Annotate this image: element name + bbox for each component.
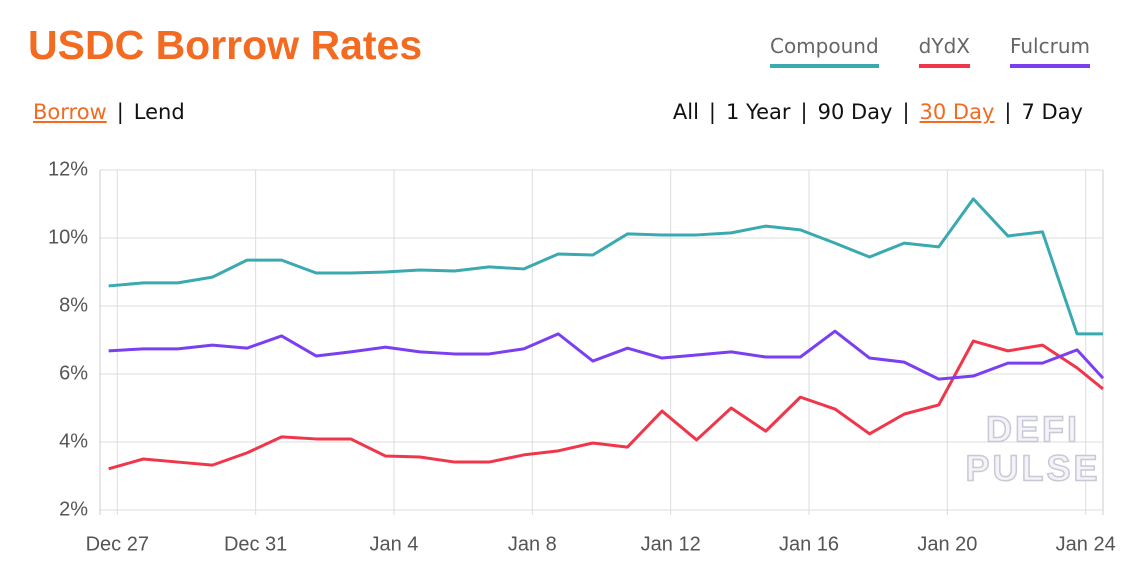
x-tick-label: Jan 24 [1056,533,1116,555]
legend-entry[interactable]: Compound [769,34,879,68]
x-tick-label: Dec 27 [86,533,149,555]
x-tick-label: Jan 12 [641,533,701,555]
x-tick-label: Jan 8 [508,533,557,555]
y-tick-label: 6% [59,362,88,384]
legend-entry[interactable]: Fulcrum [1009,34,1090,68]
watermark: PULSE [965,448,1100,489]
tab[interactable]: Borrow [33,100,107,124]
y-tick-label: 8% [59,294,88,316]
tab[interactable]: 90 Day [817,100,893,124]
chart-title: USDC Borrow Rates [28,22,423,68]
range-tabs: All | 1 Year | 90 Day | 30 Day | 7 Day [673,100,1083,124]
separator: | [1004,100,1012,124]
x-tick-label: Dec 31 [224,533,287,555]
separator: | [708,100,716,124]
line-series [108,339,1104,471]
mode-tabs: Borrow | Lend [33,100,185,124]
legend-entry[interactable]: dYdX [918,34,970,68]
x-tick-label: Jan 16 [779,533,839,555]
tab[interactable]: 1 Year [726,100,791,124]
tab[interactable]: 30 Day [919,100,995,124]
y-tick-label: 10% [48,226,88,248]
x-tick-label: Jan 4 [370,533,419,555]
watermark: DEFI [986,409,1080,450]
tab[interactable]: Lend [133,100,185,124]
tab[interactable]: 7 Day [1021,100,1083,124]
separator: | [800,100,808,124]
line-series [108,197,1103,336]
y-tick-label: 12% [48,158,88,180]
line-series [108,329,1105,381]
y-tick-label: 2% [59,498,88,520]
x-tick-label: Jan 20 [917,533,977,555]
separator: | [116,100,124,124]
legend: Compound dYdX Fulcrum [769,34,1090,68]
tab[interactable]: All [672,100,699,124]
y-tick-label: 4% [59,430,88,452]
separator: | [902,100,910,124]
